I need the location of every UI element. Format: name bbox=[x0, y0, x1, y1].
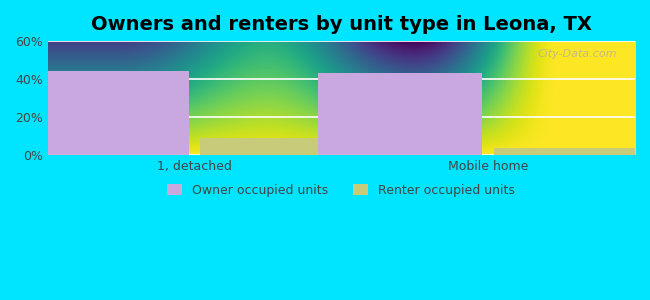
Bar bbox=[200, 138, 365, 155]
Bar bbox=[318, 74, 482, 155]
Legend: Owner occupied units, Renter occupied units: Owner occupied units, Renter occupied un… bbox=[167, 184, 515, 197]
Title: Owners and renters by unit type in Leona, TX: Owners and renters by unit type in Leona… bbox=[91, 15, 592, 34]
Text: City-Data.com: City-Data.com bbox=[538, 49, 617, 59]
Bar bbox=[24, 70, 188, 155]
Bar bbox=[494, 148, 650, 155]
